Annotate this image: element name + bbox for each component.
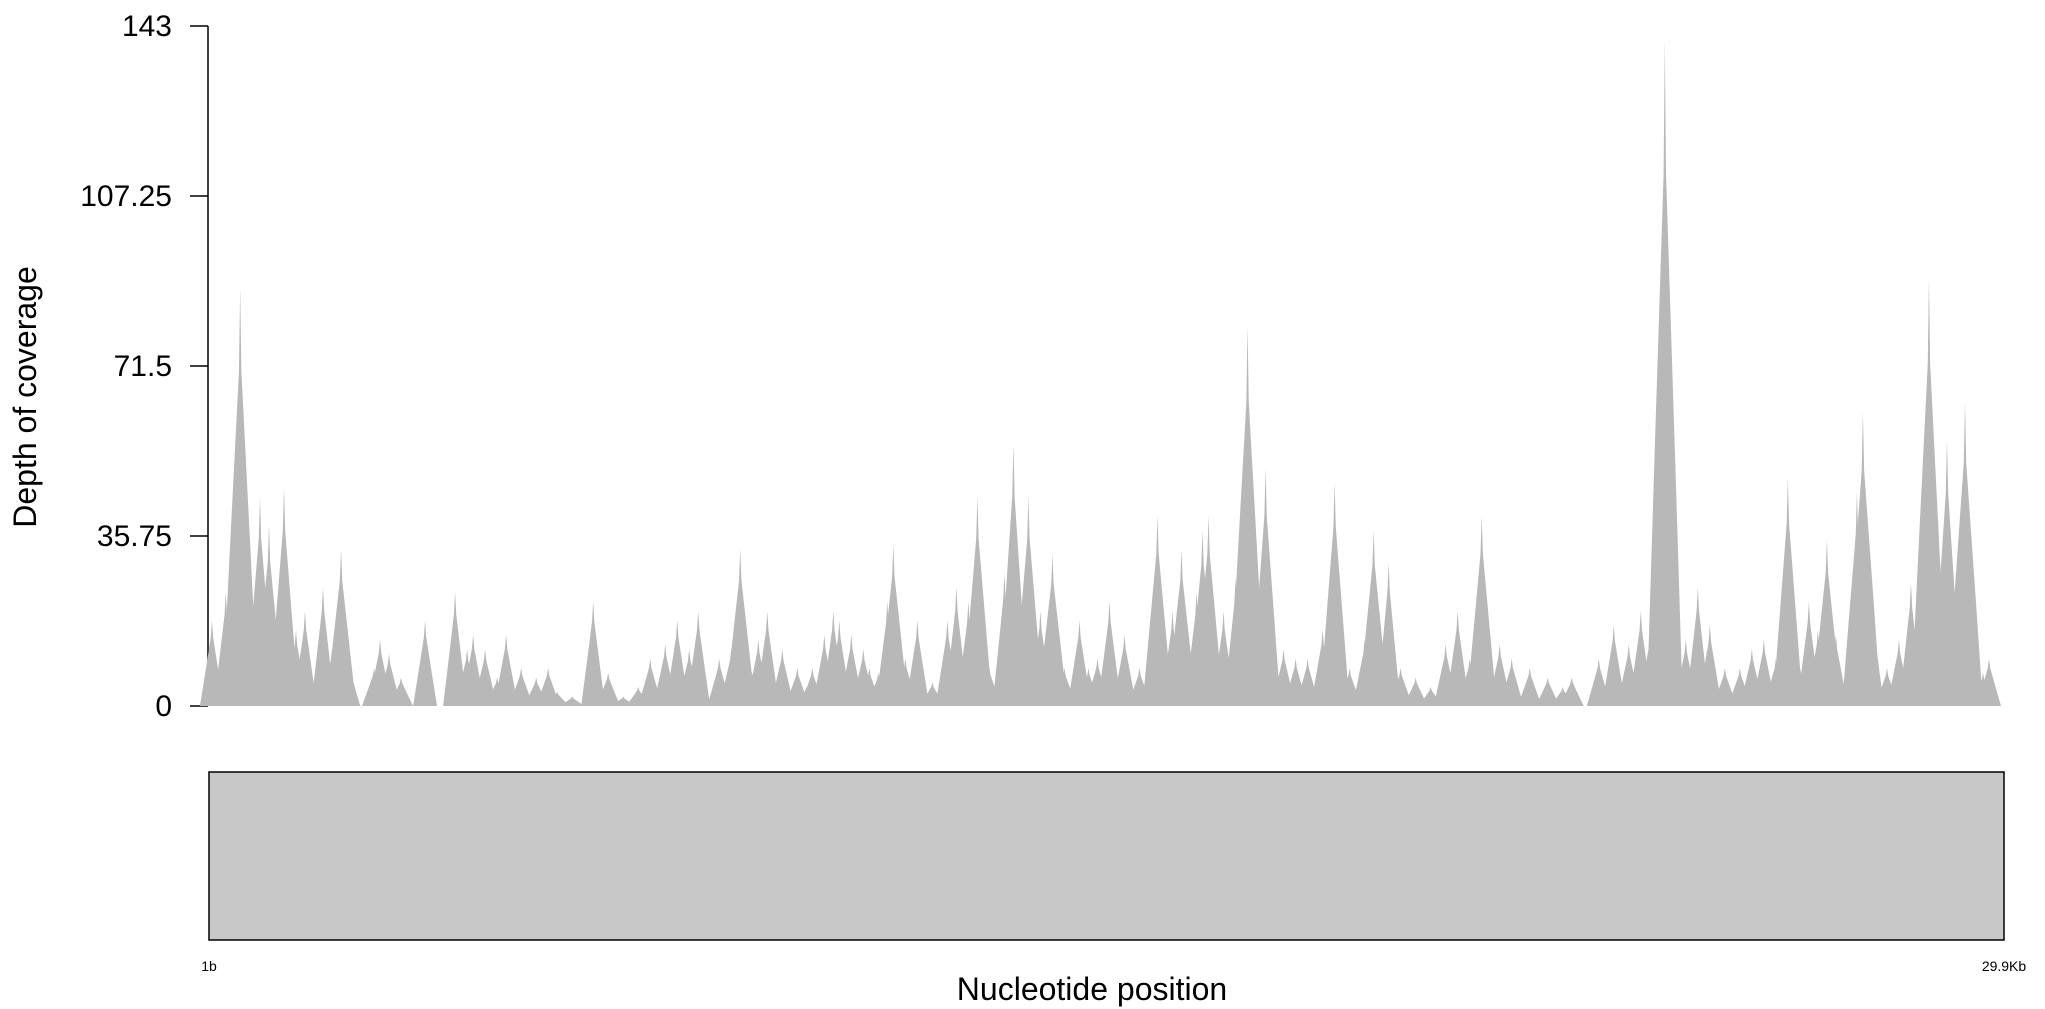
coverage-peak xyxy=(560,696,585,706)
coverage-peak xyxy=(389,677,414,706)
coverage-peak xyxy=(222,287,259,706)
coverage-peak xyxy=(1166,549,1197,706)
coverage-peak xyxy=(545,691,570,706)
coverage-peak xyxy=(1823,634,1848,706)
x-start-label: 1b xyxy=(201,958,217,974)
x-axis-title: Nucleotide position xyxy=(957,971,1227,1007)
coverage-peak xyxy=(473,648,498,706)
coverage-peak xyxy=(1037,553,1068,706)
coverage-peak xyxy=(509,667,534,706)
coverage-peak xyxy=(1646,40,1683,706)
coverage-peak xyxy=(581,601,606,706)
coverage-peak xyxy=(1466,515,1497,706)
coverage-peak xyxy=(1712,667,1737,706)
coverage-peak xyxy=(1229,325,1266,706)
coverage-peak xyxy=(268,487,299,706)
coverage-peak xyxy=(377,653,402,706)
coverage-peak xyxy=(1946,401,1983,706)
y-tick-label: 0 xyxy=(155,690,172,723)
coverage-peak xyxy=(413,620,438,706)
coverage-area xyxy=(199,40,2001,706)
coverage-peak xyxy=(1142,515,1173,706)
coverage-peak xyxy=(1559,677,1584,706)
coverage-peak xyxy=(1859,601,1884,706)
coverage-peak xyxy=(596,672,621,706)
coverage-peak xyxy=(494,634,519,706)
coverage-peak xyxy=(1112,634,1137,706)
coverage-peak xyxy=(770,648,795,706)
coverage-peak xyxy=(1388,667,1413,706)
coverage-peak xyxy=(962,496,993,706)
y-tick-label: 35.75 xyxy=(97,520,172,553)
coverage-peak xyxy=(755,610,780,706)
coverage-peak xyxy=(1319,482,1350,706)
coverage-peak xyxy=(1499,658,1524,706)
coverage-peak xyxy=(1097,601,1122,706)
coverage-peak xyxy=(725,549,756,706)
coverage-peak xyxy=(1376,563,1401,706)
coverage-peak xyxy=(536,667,561,706)
coverage-peak xyxy=(292,610,317,706)
coverage-peak xyxy=(1517,667,1542,706)
y-tick-label: 107.25 xyxy=(80,180,172,213)
coverage-peak xyxy=(443,591,468,706)
coverage-peak xyxy=(1976,658,2001,706)
coverage-peak xyxy=(1601,625,1626,706)
coverage-peak xyxy=(905,620,930,706)
coverage-peak xyxy=(878,544,909,706)
coverage-peak xyxy=(1250,468,1281,706)
y-tick-label: 71.5 xyxy=(114,350,172,383)
coverage-peak xyxy=(686,610,711,706)
coverage-peak xyxy=(1772,477,1803,706)
genome-bar xyxy=(208,771,2005,941)
y-axis-title: Depth of coverage xyxy=(7,266,43,528)
coverage-peak xyxy=(1697,625,1722,706)
coverage-peak xyxy=(1193,515,1224,706)
coverage-peak xyxy=(1445,610,1470,706)
x-end-label: 29.9Kb xyxy=(1982,958,2027,974)
y-tick-label: 143 xyxy=(122,10,172,43)
coverage-peak xyxy=(336,658,361,706)
y-ticks: 0 35.75 71.5 107.25 143 xyxy=(80,10,208,723)
coverage-peak xyxy=(1535,677,1560,706)
coverage-peak xyxy=(1403,677,1428,706)
